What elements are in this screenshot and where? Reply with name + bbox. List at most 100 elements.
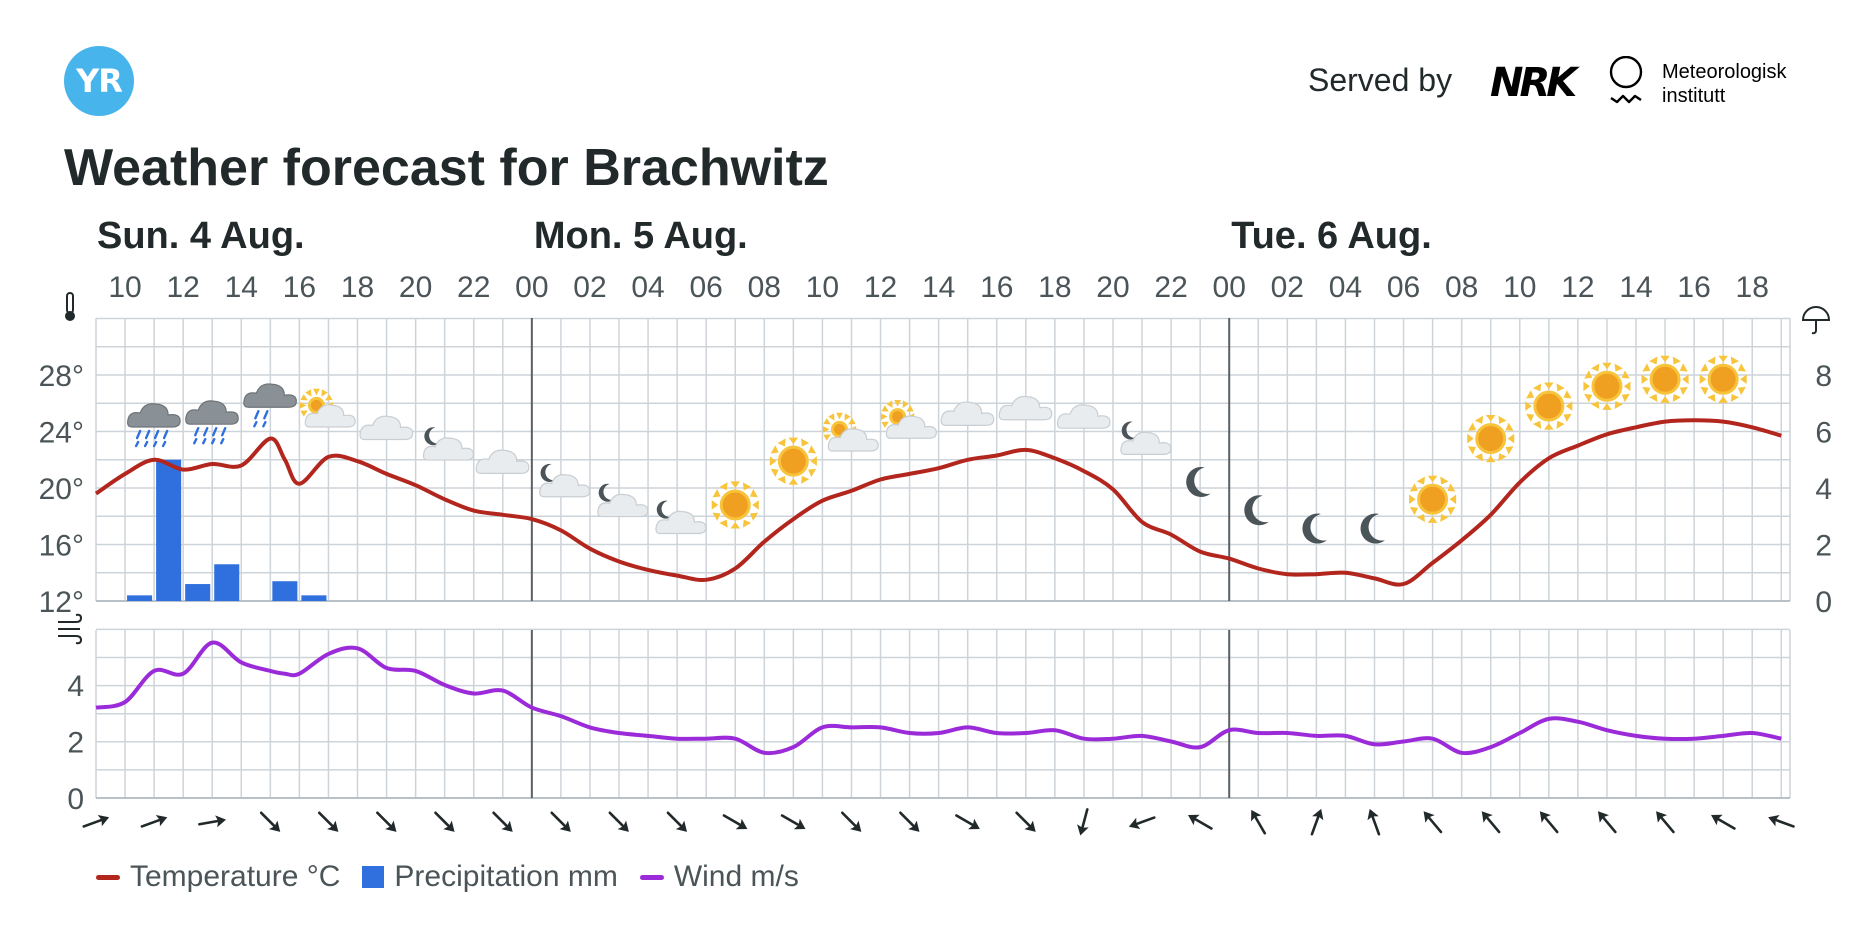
hour-tick-label: 12 <box>1561 271 1594 304</box>
cloud-shape <box>655 510 707 535</box>
moon-icon <box>1244 495 1269 526</box>
sun-ray <box>1427 475 1438 483</box>
sun-ray <box>1614 363 1623 372</box>
arrow-head <box>1539 811 1551 823</box>
hour-tick-label: 10 <box>108 271 141 304</box>
wind-direction-arrow <box>550 811 571 832</box>
wind-axis-label: 4 <box>67 670 84 703</box>
sun-ray <box>1409 494 1416 505</box>
sun-disc <box>1417 483 1449 515</box>
partly-cloudy-night-icon <box>1120 421 1172 455</box>
cloud-shape <box>243 383 297 408</box>
cloud-icon <box>998 395 1053 421</box>
sun-disc <box>719 489 751 521</box>
wind-stroke <box>58 635 83 645</box>
hour-tick-label: 16 <box>1677 271 1710 304</box>
sun-ray <box>1498 453 1507 462</box>
moon-icon <box>1360 513 1385 544</box>
sun-ray <box>1672 393 1681 402</box>
sun-ray <box>1427 516 1438 523</box>
moon-shape <box>1302 513 1327 544</box>
sun-ray <box>1602 362 1612 370</box>
rain-cloud-icon <box>185 400 239 445</box>
sun-ray <box>1641 374 1649 385</box>
sun-ray <box>749 512 758 521</box>
wind-direction-arrow <box>1597 811 1617 834</box>
day-label: Sun. 4 Aug. <box>97 215 305 257</box>
met-institute-name[interactable]: Meteorologisk institutt <box>1662 60 1787 108</box>
sun-ray <box>1563 413 1572 422</box>
sun-ray <box>711 500 719 510</box>
sun-ray <box>906 405 914 412</box>
arrow-head <box>1597 811 1609 823</box>
sun-ray <box>1449 494 1457 505</box>
hour-tick-label: 08 <box>1445 271 1478 304</box>
wind-direction-arrow <box>955 814 980 830</box>
temperature-axis-label: 28° <box>39 360 84 393</box>
sun-ray <box>1525 401 1532 411</box>
wind-line <box>95 640 1782 756</box>
wind-direction-arrow <box>1188 814 1213 830</box>
hour-tick-label: 04 <box>631 271 664 304</box>
cloud-icon <box>359 415 414 441</box>
arrow-head <box>97 814 110 827</box>
sun-ray <box>1474 415 1484 424</box>
sun-ray <box>1740 374 1747 385</box>
wind-axis-label: 0 <box>67 783 84 816</box>
met-line2: institutt <box>1662 85 1726 107</box>
sun-ray <box>749 489 758 498</box>
precipitation-axis-label: 6 <box>1815 417 1832 450</box>
sun-ray <box>1544 382 1554 390</box>
cloud-shape <box>304 404 356 428</box>
hour-tick-label: 02 <box>573 271 606 304</box>
umbrella-canopy <box>1801 306 1831 321</box>
wind-direction-arrow <box>1539 811 1559 834</box>
sun-ray <box>1707 356 1716 365</box>
sun-icon <box>769 437 817 485</box>
umbrella-handle <box>1811 320 1817 335</box>
precipitation-axis-label: 0 <box>1815 586 1832 619</box>
yr-logo[interactable]: YR <box>64 46 134 116</box>
cloud-icon <box>940 401 995 426</box>
sun-ray <box>902 400 909 409</box>
sun-disc <box>1649 363 1681 395</box>
sun-rays <box>1467 415 1515 463</box>
wind-direction-arrow <box>722 814 748 830</box>
arrow-head <box>1077 824 1089 836</box>
nrk-logo[interactable]: NRK <box>1490 60 1577 106</box>
partly-cloudy-day-icon <box>822 412 879 452</box>
forecast-chart: Sun. 4 Aug. Mon. 5 Aug. Tue. 6 Aug. 10 12 14 1… <box>39 215 1832 836</box>
sun-ray <box>1591 363 1600 372</box>
sun-ray <box>1718 396 1728 403</box>
sun-disc <box>1591 370 1623 402</box>
wind-axis-label: 2 <box>67 727 84 760</box>
sun-ray <box>1737 386 1746 396</box>
legend-item-temperature: Temperature °C <box>96 860 340 894</box>
sun-ray <box>1679 363 1688 372</box>
temperature-line <box>94 418 1782 587</box>
sun-ray <box>1584 393 1593 403</box>
served-by-label: Served by <box>1308 62 1453 98</box>
sun-ray <box>752 500 759 510</box>
precipitation-axis-label: 4 <box>1815 473 1832 506</box>
sun-ray <box>1467 446 1476 455</box>
precipitation-bar <box>156 459 182 601</box>
sun-ray <box>1416 476 1425 485</box>
hour-tick-label: 18 <box>341 271 374 304</box>
sun-ray <box>300 410 308 417</box>
sun-ray <box>1623 381 1631 392</box>
hour-tick-label: 12 <box>166 271 199 304</box>
sun-ray <box>730 521 741 529</box>
hour-tick-label: 14 <box>225 271 258 304</box>
sun-ray <box>880 413 888 421</box>
sun-ray <box>808 468 817 478</box>
moon-shape <box>540 463 556 482</box>
cloud-shape <box>827 428 879 452</box>
sun-ray <box>1416 514 1425 523</box>
sun-ray <box>1440 476 1449 485</box>
met-logo-icon[interactable] <box>1608 56 1644 108</box>
umbrella-icon <box>1801 306 1831 335</box>
hour-tick-label: 10 <box>806 271 839 304</box>
cloud-shape <box>998 395 1053 421</box>
cloud-icon <box>475 449 530 474</box>
